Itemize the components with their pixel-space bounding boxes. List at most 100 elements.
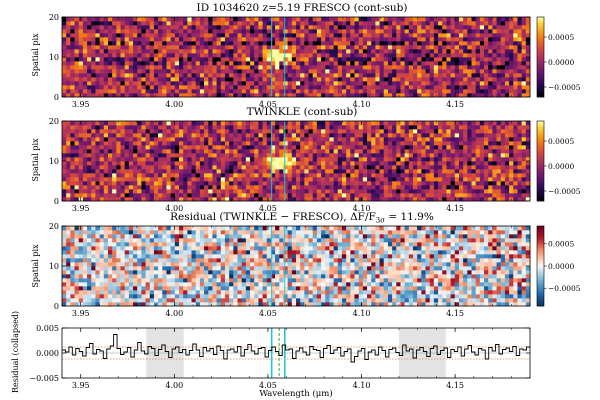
heatmap-cell — [95, 189, 100, 194]
heatmap-cell — [463, 29, 468, 34]
heatmap-cell — [149, 193, 155, 198]
heatmap-cell — [438, 133, 443, 138]
heatmap-cell — [74, 133, 80, 138]
heatmap-cell — [275, 77, 280, 82]
heatmap-cell — [66, 161, 71, 166]
heatmap-cell — [250, 69, 255, 74]
heatmap-cell — [212, 189, 217, 194]
heatmap-cell — [170, 89, 176, 94]
colorbar-segment — [537, 189, 544, 192]
heatmap-cell — [116, 169, 121, 174]
heatmap-cell — [137, 149, 142, 154]
heatmap-cell — [74, 121, 80, 126]
heatmap-cell — [504, 181, 510, 186]
heatmap-cell — [112, 73, 117, 78]
heatmap-cell — [454, 133, 460, 138]
heatmap-cell — [82, 153, 88, 158]
heatmap-cell — [446, 185, 451, 190]
heatmap-cell — [509, 193, 514, 198]
heatmap-cell — [337, 77, 343, 82]
heatmap-cell — [296, 125, 301, 130]
heatmap-cell — [237, 53, 243, 58]
heatmap-cell — [258, 185, 263, 190]
heatmap-cell — [237, 157, 243, 162]
heatmap-cell — [82, 149, 88, 154]
heatmap-cell — [379, 81, 385, 86]
heatmap-cell — [371, 37, 376, 42]
heatmap-cell — [208, 193, 213, 198]
heatmap-cell — [153, 61, 159, 66]
heatmap-cell — [258, 149, 263, 154]
heatmap-cell — [187, 37, 192, 42]
heatmap-cell — [321, 89, 326, 94]
heatmap-cell — [321, 61, 326, 66]
heatmap-cell — [82, 161, 88, 166]
heatmap-cell — [270, 45, 276, 50]
heatmap-cell — [95, 165, 100, 170]
heatmap-cell — [233, 173, 238, 178]
heatmap-cell — [509, 145, 514, 150]
heatmap-cell — [137, 89, 142, 94]
heatmap-cell — [78, 25, 84, 30]
heatmap-cell — [442, 133, 447, 138]
heatmap-cell — [337, 65, 343, 70]
heatmap-cell — [120, 17, 126, 22]
heatmap-cell — [346, 141, 351, 146]
heatmap-cell — [350, 65, 355, 70]
heatmap-cell — [149, 173, 155, 178]
heatmap-cell — [488, 149, 493, 154]
heatmap-cell — [329, 173, 334, 178]
heatmap-cell — [350, 169, 355, 174]
heatmap-cell — [216, 149, 222, 154]
heatmap-cell — [241, 25, 247, 30]
heatmap-cell — [95, 57, 100, 62]
heatmap-cell — [442, 125, 447, 130]
heatmap-cell — [162, 121, 167, 126]
heatmap-cell — [145, 93, 151, 98]
heatmap-cell — [229, 302, 234, 307]
heatmap-cell — [107, 129, 113, 134]
heatmap-cell — [525, 129, 531, 134]
heatmap-cell — [107, 141, 113, 146]
heatmap-cell — [500, 137, 506, 142]
heatmap-cell — [433, 125, 439, 130]
heatmap-cell — [224, 129, 230, 134]
heatmap-cell — [191, 129, 197, 134]
heatmap-cell — [241, 37, 247, 42]
heatmap-cell — [162, 81, 167, 86]
heatmap-cell — [141, 125, 146, 130]
heatmap-cell — [241, 29, 247, 34]
heatmap-cell — [492, 161, 497, 166]
heatmap-cell — [112, 141, 117, 146]
heatmap-cell — [170, 197, 176, 202]
heatmap-cell — [337, 121, 343, 126]
heatmap-cell — [250, 93, 255, 98]
heatmap-cell — [291, 133, 297, 138]
heatmap-cell — [496, 53, 502, 58]
heatmap-cell — [116, 93, 121, 98]
heatmap-cell — [170, 177, 176, 182]
heatmap-cell — [417, 185, 422, 190]
heatmap-cell — [371, 153, 376, 158]
heatmap-cell — [87, 45, 92, 50]
heatmap-cell — [500, 165, 506, 170]
heatmap-cell — [446, 177, 451, 182]
heatmap-cell — [504, 173, 510, 178]
heatmap-cell — [62, 49, 67, 54]
heatmap-cell — [484, 37, 489, 42]
heatmap-cell — [525, 17, 531, 22]
heatmap-cell — [471, 77, 477, 82]
heatmap-cell — [471, 33, 477, 38]
heatmap-cell — [392, 57, 397, 62]
heatmap-cell — [450, 185, 456, 190]
heatmap-cell — [250, 145, 255, 150]
heatmap-cell — [162, 69, 167, 74]
heatmap-cell — [337, 298, 343, 303]
heatmap-cell — [212, 57, 217, 62]
heatmap-cell — [212, 153, 217, 158]
heatmap-cell — [191, 81, 197, 86]
heatmap-cell — [204, 145, 209, 150]
heatmap-cell — [475, 57, 481, 62]
heatmap-cell — [145, 61, 151, 66]
heatmap-cell — [429, 73, 435, 78]
